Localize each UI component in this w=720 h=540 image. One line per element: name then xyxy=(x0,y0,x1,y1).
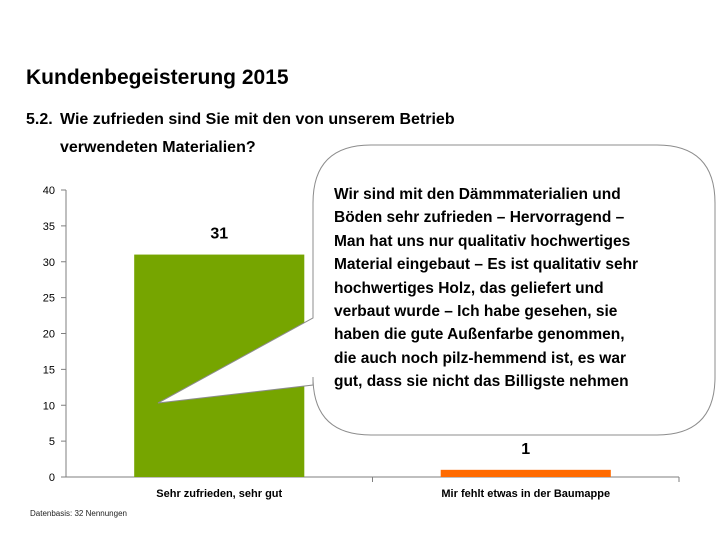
data-label: 1 xyxy=(521,441,530,458)
footnote: Datenbasis: 32 Nennungen xyxy=(30,509,127,518)
bubble-line: Böden sehr zufrieden – Hervorragend – xyxy=(334,209,625,227)
y-tick-label: 30 xyxy=(43,257,55,269)
bubble-line: verbaut wurde – Ich habe gesehen, sie xyxy=(334,303,618,321)
question-line-2: verwendeten Materialien? xyxy=(60,139,256,156)
y-tick-label: 35 xyxy=(43,221,55,233)
data-label: 31 xyxy=(210,226,228,243)
bubble-line: die auch noch pilz-hemmend ist, es war xyxy=(334,349,626,367)
bubble-line: Wir sind mit den Dämmmaterialien und xyxy=(334,186,621,203)
bubble-line: hochwertiges Holz, das geliefert und xyxy=(334,279,604,297)
speech-bubble-text: Wir sind mit den Dämmmaterialien und Böd… xyxy=(334,183,706,394)
y-tick-label: 15 xyxy=(43,364,55,376)
x-category-label: Sehr zufrieden, sehr gut xyxy=(156,488,282,500)
bubble-line: Material eingebaut – Es ist qualitativ s… xyxy=(334,256,639,274)
y-tick-label: 5 xyxy=(49,436,55,448)
bubble-line: haben die gute Außenfarbe genommen, xyxy=(334,326,625,344)
bar xyxy=(440,469,611,477)
question-text: 5.2. Wie zufrieden sind Sie mit den von u… xyxy=(26,106,546,162)
page-title: Kundenbegeisterung 2015 xyxy=(26,66,289,89)
y-tick-label: 40 xyxy=(43,185,55,197)
question-number: 5.2. xyxy=(26,111,53,128)
x-category-label: Mir fehlt etwas in der Baumappe xyxy=(441,488,610,500)
bubble-line: Man hat uns nur qualitativ hochwertiges xyxy=(334,232,631,250)
bubble-line: gut, dass sie nicht das Billigste nehmen xyxy=(334,373,629,391)
y-tick-label: 0 xyxy=(49,472,55,484)
y-tick-label: 25 xyxy=(43,293,55,305)
question-line-1: Wie zufrieden sind Sie mit den von unser… xyxy=(60,111,455,128)
y-tick-label: 10 xyxy=(43,400,55,412)
y-tick-label: 20 xyxy=(43,329,55,341)
speech-bubble xyxy=(157,144,716,436)
